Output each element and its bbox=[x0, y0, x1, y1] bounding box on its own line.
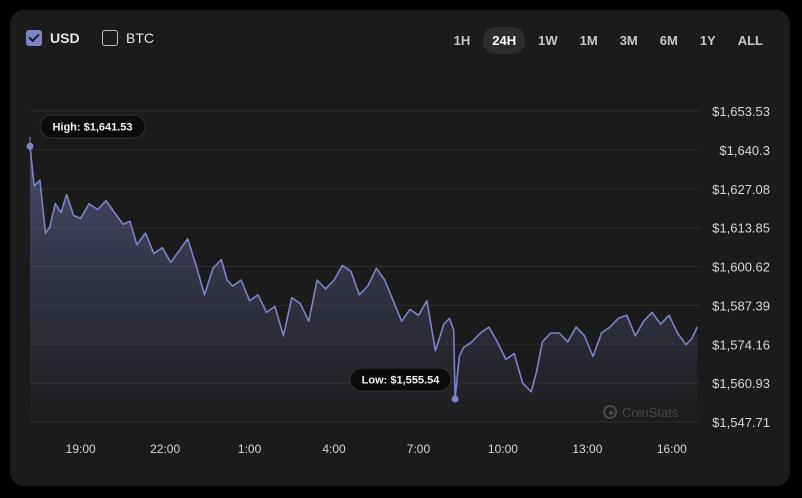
range-1w[interactable]: 1W bbox=[538, 33, 558, 48]
low-label: Low: $1,555.54 bbox=[362, 375, 441, 387]
range-3m[interactable]: 3M bbox=[619, 33, 638, 48]
btc-label: BTC bbox=[126, 30, 154, 46]
y-tick-label: $1,613.85 bbox=[712, 221, 770, 236]
y-tick-label: $1,547.71 bbox=[712, 415, 770, 430]
y-tick-label: $1,640.3 bbox=[719, 143, 770, 158]
y-tick-label: $1,587.39 bbox=[712, 298, 770, 313]
x-tick-label: 7:00 bbox=[407, 442, 431, 456]
y-tick-label: $1,627.08 bbox=[712, 182, 770, 197]
x-tick-label: 19:00 bbox=[66, 442, 96, 456]
price-chart: $1,653.53 $1,640.3 $1,627.08 $1,613.85 $1,60… bbox=[26, 104, 770, 456]
x-tick-label: 1:00 bbox=[238, 442, 262, 456]
high-label-bg bbox=[39, 114, 146, 139]
low-label-bg bbox=[349, 367, 452, 392]
x-tick-label: 10:00 bbox=[488, 442, 518, 456]
watermark-logo-dot bbox=[609, 411, 613, 415]
low-point-marker bbox=[451, 395, 459, 403]
y-tick-label: $1,653.53 bbox=[712, 104, 770, 119]
range-6m[interactable]: 6M bbox=[659, 33, 678, 48]
price-chart-card: USD BTC 1H 24H 1W 1M 3M 6M 1Y ALL $1,653… bbox=[10, 10, 790, 486]
price-line bbox=[29, 146, 698, 400]
usd-label: USD bbox=[50, 30, 80, 46]
x-tick-label: 22:00 bbox=[150, 442, 180, 456]
btc-checkbox[interactable] bbox=[102, 30, 118, 46]
y-tick-label: $1,574.16 bbox=[712, 337, 770, 352]
high-label: High: $1,641.53 bbox=[52, 122, 132, 134]
usd-checkbox[interactable] bbox=[26, 30, 42, 46]
btc-toggle[interactable]: BTC bbox=[102, 30, 154, 46]
watermark-logo-icon bbox=[603, 405, 617, 419]
x-tick-label: 13:00 bbox=[572, 442, 602, 456]
y-tick-label: $1,560.93 bbox=[712, 376, 770, 391]
usd-toggle[interactable]: USD bbox=[26, 30, 80, 46]
watermark-text: CoinStats bbox=[622, 405, 679, 420]
price-area bbox=[30, 146, 698, 423]
time-range-selector: 1H 24H 1W 1M 3M 6M 1Y ALL bbox=[445, 27, 772, 54]
y-tick-label: $1,600.62 bbox=[712, 260, 770, 275]
x-tick-label: 16:00 bbox=[657, 442, 687, 456]
x-tick-label: 4:00 bbox=[322, 442, 346, 456]
range-1h[interactable]: 1H bbox=[453, 33, 471, 48]
range-1y[interactable]: 1Y bbox=[699, 33, 716, 48]
range-24h[interactable]: 24H bbox=[483, 27, 526, 54]
range-1m[interactable]: 1M bbox=[579, 33, 598, 48]
watermark: CoinStats bbox=[603, 405, 679, 420]
range-all[interactable]: ALL bbox=[737, 33, 763, 48]
